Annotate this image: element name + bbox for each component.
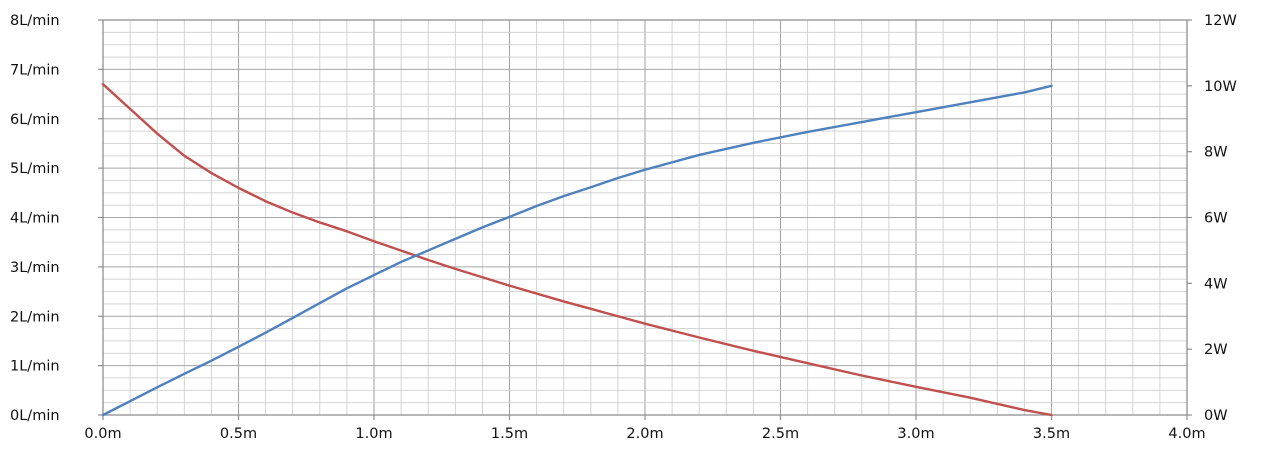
y2-tick-label: 10W: [1204, 79, 1237, 95]
y-tick-label: 8L/min: [10, 13, 60, 29]
series-line-power: [101, 84, 1053, 417]
series-line-flow: [101, 82, 1053, 417]
y-tick-label: 1L/min: [10, 359, 60, 375]
y2-tick-label: 0W: [1204, 408, 1228, 424]
y-tick-label: 7L/min: [10, 62, 60, 78]
tick-labels: 0.0m 0.5m 1.0m 1.5m 2.0m 2.5m 3.0m 3.5m 4.0m 0L/m…: [10, 13, 1237, 442]
x-tick-label: 3.5m: [1033, 426, 1070, 442]
x-tick-label: 2.0m: [626, 426, 663, 442]
y2-tick-label: 2W: [1204, 342, 1228, 358]
y-tick-label: 0L/min: [10, 408, 60, 424]
x-tick-label: 2.5m: [762, 426, 799, 442]
series-group: [101, 82, 1053, 417]
grid: [102, 19, 1188, 416]
y2-tick-label: 6W: [1204, 211, 1228, 227]
x-tick-label: 3.0m: [897, 426, 934, 442]
x-tick-label: 4.0m: [1168, 426, 1205, 442]
y-tick-label: 3L/min: [10, 260, 60, 276]
y2-tick-label: 8W: [1204, 145, 1228, 161]
x-tick-label: 0.0m: [84, 426, 121, 442]
y-tick-label: 2L/min: [10, 309, 60, 325]
y-tick-label: 5L/min: [10, 161, 60, 177]
axes: [98, 19, 1192, 420]
y-tick-label: 6L/min: [10, 112, 60, 128]
y2-tick-label: 4W: [1204, 276, 1228, 292]
x-tick-label: 1.5m: [491, 426, 528, 442]
y-tick-label: 4L/min: [10, 211, 60, 227]
y2-tick-label: 12W: [1204, 13, 1237, 29]
x-tick-label: 1.0m: [355, 426, 392, 442]
x-tick-label: 0.5m: [220, 426, 257, 442]
